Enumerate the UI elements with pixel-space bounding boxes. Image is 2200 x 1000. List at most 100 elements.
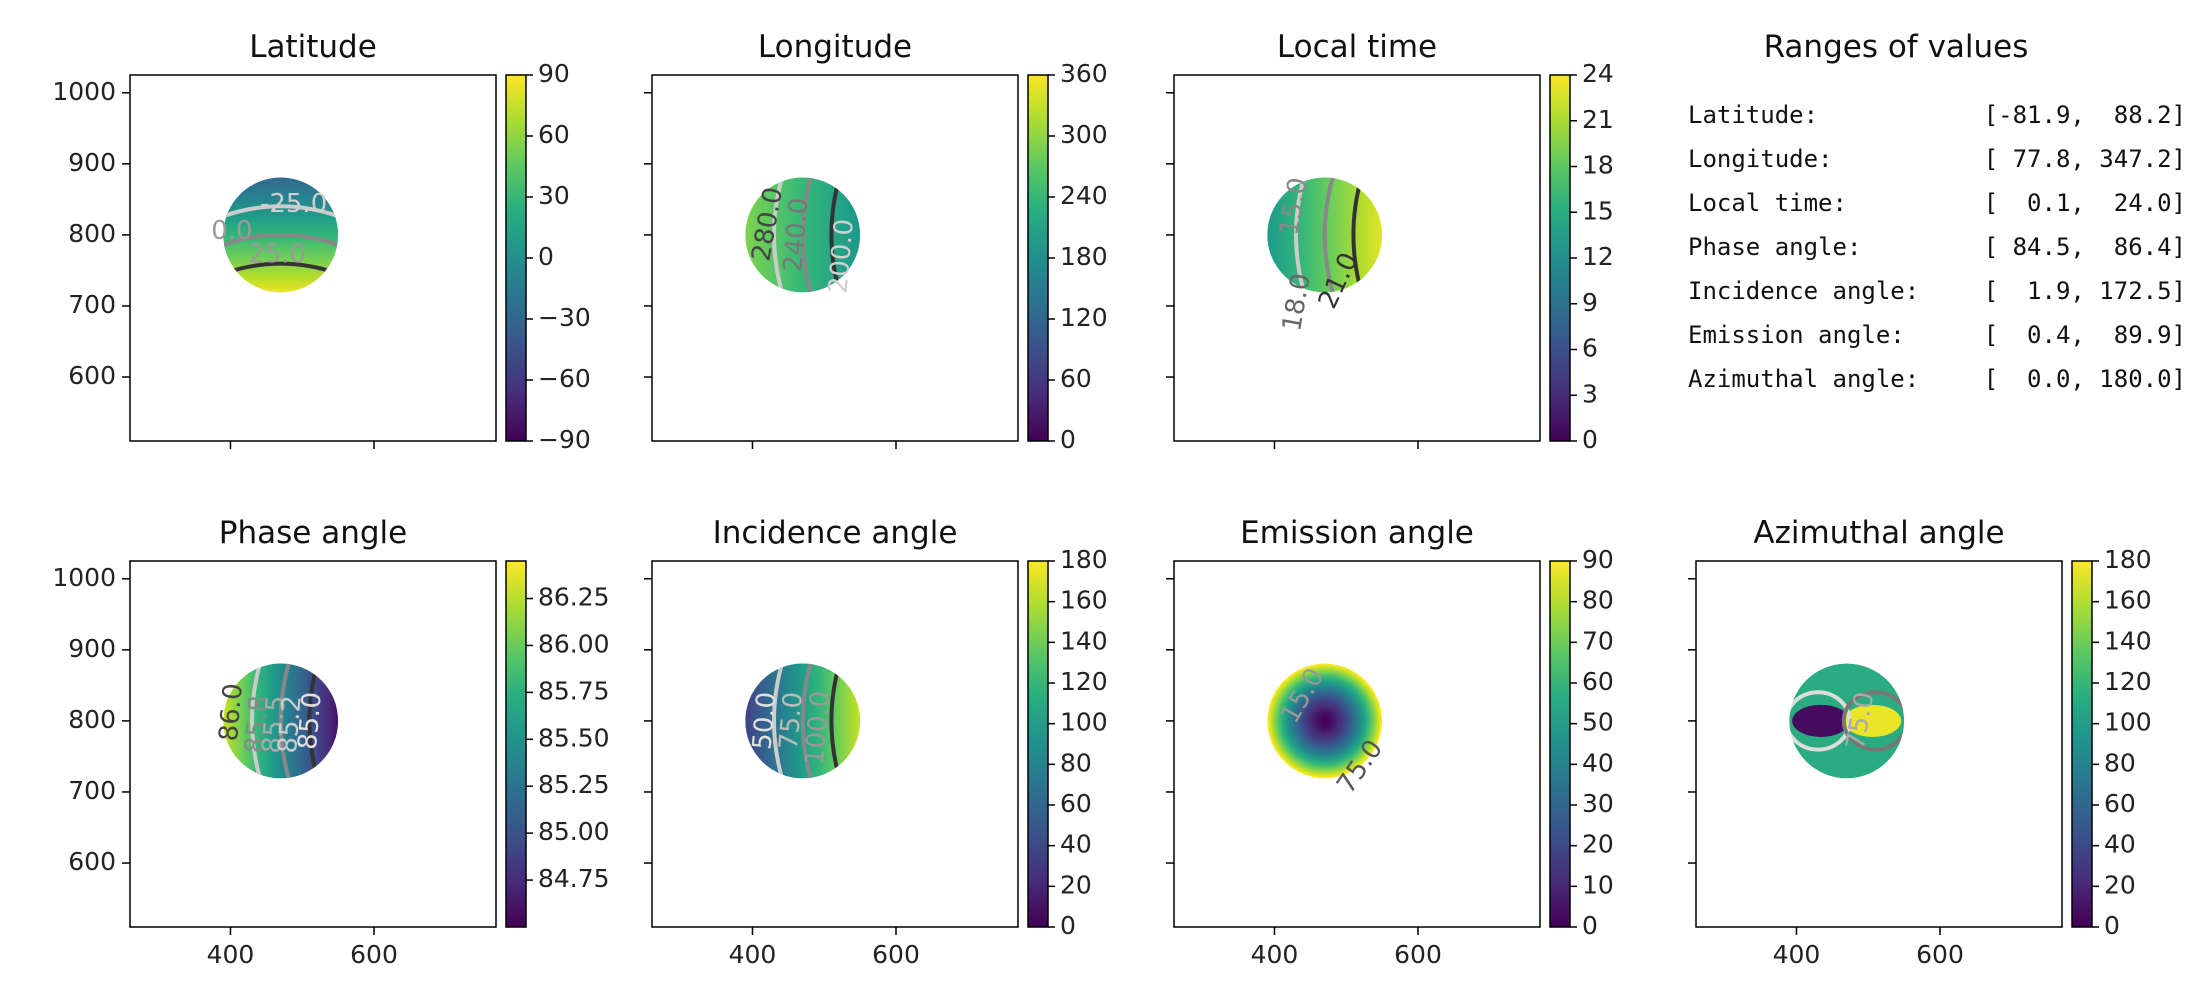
colorbar-tick-label: 40 <box>1582 748 1614 777</box>
y-tick-label: 700 <box>68 290 116 319</box>
range-row-label: Emission angle: <box>1688 321 1905 349</box>
y-tick-label: 900 <box>68 148 116 177</box>
axes-frame <box>1695 560 2063 928</box>
contour-label: 0.0 <box>211 216 252 246</box>
colorbar-incidence-angle <box>1027 560 1049 928</box>
colorbar-tick-label: 180 <box>2104 545 2152 574</box>
colorbar-tick-label: 0 <box>538 242 554 271</box>
colorbar-tick-label: 9 <box>1582 288 1598 317</box>
colorbar-tick-label: 0 <box>2104 911 2120 940</box>
colorbar-tick-label: 12 <box>1582 242 1614 271</box>
x-tick-label: 400 <box>1251 940 1299 969</box>
panel-title-latitude: Latitude <box>249 29 377 65</box>
panel-title-phase-angle: Phase angle <box>219 515 407 551</box>
colorbar-tick-label: 85.00 <box>538 817 610 846</box>
panel-latitude: Latitude-25.00.025.060070080090010009060… <box>52 29 590 454</box>
colorbar-tick-label: 70 <box>1582 626 1614 655</box>
panel-title-longitude: Longitude <box>758 29 912 65</box>
panel-title-incidence-angle: Incidence angle <box>713 515 958 551</box>
colorbar-tick-label: 30 <box>538 181 570 210</box>
colorbar-tick-label: 50 <box>1582 708 1614 737</box>
panel-ranges-of-values: Ranges of values Latitude: [-81.9, 88.2] Lo… <box>1688 29 2186 393</box>
contour-label: 75.0 <box>774 691 809 751</box>
disk-heatmap-phase-angle <box>223 663 339 779</box>
range-row-label: Phase angle: <box>1688 233 1861 261</box>
colorbar-tick-label: 120 <box>1060 667 1108 696</box>
y-tick-label: 800 <box>68 219 116 248</box>
colorbar-tick-label: 80 <box>2104 748 2136 777</box>
colorbar-tick-label: 3 <box>1582 379 1598 408</box>
x-tick-label: 400 <box>207 940 255 969</box>
contour-label: 25.0 <box>248 239 306 269</box>
colorbar-tick-label: 100 <box>1060 708 1108 737</box>
colorbar-tick-label: 60 <box>1060 364 1092 393</box>
contour-label: 18.0 <box>1277 271 1317 333</box>
disk-heatmap-emission-angle <box>1267 663 1383 779</box>
colorbar-tick-label: 18 <box>1582 151 1614 180</box>
colorbar-tick-label: 20 <box>2104 870 2136 899</box>
range-row-value: [ 77.8, 347.2] <box>1984 145 2186 173</box>
contour-label: -25.0 <box>260 189 327 219</box>
colorbar-latitude <box>505 74 527 442</box>
colorbar-tick-label: 30 <box>1582 789 1614 818</box>
disk-heatmap-incidence-angle <box>745 663 861 779</box>
range-row-label: Azimuthal angle: <box>1688 365 1919 393</box>
disk-heatmap-latitude <box>223 177 339 293</box>
x-tick-label: 600 <box>1394 940 1442 969</box>
colorbar-tick-label: 40 <box>2104 830 2136 859</box>
contour-label: 100.0 <box>800 690 836 767</box>
colorbar-tick-label: 85.50 <box>538 723 610 752</box>
range-row-value: [ 0.4, 89.9] <box>1984 321 2186 349</box>
contour-label: 86.0 <box>214 682 249 742</box>
axes-frame <box>1173 560 1541 928</box>
contour-label: 85.2 <box>273 694 308 754</box>
range-row-label: Local time: <box>1688 189 1847 217</box>
colorbar-tick-label: 160 <box>1060 586 1108 615</box>
colorbar-tick-label: 85.75 <box>538 676 610 705</box>
contour-label: 85.5 <box>257 694 292 754</box>
colorbar-tick-label: −30 <box>538 303 591 332</box>
colorbar-tick-label: 60 <box>1582 667 1614 696</box>
y-tick-label: 800 <box>68 705 116 734</box>
colorbar-tick-label: 90 <box>538 59 570 88</box>
colorbar-tick-label: 6 <box>1582 334 1598 363</box>
y-tick-label: 900 <box>68 634 116 663</box>
range-row-label: Longitude: <box>1688 145 1833 173</box>
colorbar-tick-label: 140 <box>1060 626 1108 655</box>
colorbar-tick-label: 0 <box>1582 425 1598 454</box>
colorbar-tick-label: 40 <box>1060 830 1092 859</box>
colorbar-tick-label: −90 <box>538 425 591 454</box>
colorbar-local-time <box>1549 74 1571 442</box>
colorbar-tick-label: 300 <box>1060 120 1108 149</box>
contour-label: 50.0 <box>747 691 782 751</box>
axes-frame <box>651 74 1019 442</box>
colorbar-azimuthal-angle <box>2071 560 2093 928</box>
contour-label: 85.0 <box>293 691 328 751</box>
x-tick-label: 600 <box>1916 940 1964 969</box>
x-tick-label: 600 <box>350 940 398 969</box>
colorbar-tick-label: 90 <box>1582 545 1614 574</box>
colorbar-tick-label: 140 <box>2104 626 2152 655</box>
axes-frame <box>129 74 497 442</box>
colorbar-tick-label: 24 <box>1582 59 1614 88</box>
disk-heatmap-azimuthal-angle <box>1789 663 1905 779</box>
colorbar-tick-label: 160 <box>2104 586 2152 615</box>
colorbar-tick-label: 85.25 <box>538 770 610 799</box>
y-tick-label: 600 <box>68 361 116 390</box>
colorbar-tick-label: −60 <box>538 364 591 393</box>
panel-phase-angle: Phase angle 86.085.885.585.285.0 400 600 600… <box>52 515 609 969</box>
range-row-value: [-81.9, 88.2] <box>1984 101 2186 129</box>
contour-label: 85.8 <box>240 694 275 754</box>
colorbar-tick-label: 86.00 <box>538 629 610 658</box>
x-tick-label: 400 <box>729 940 777 969</box>
colorbar-tick-label: 120 <box>2104 667 2152 696</box>
contour-label: 200.0 <box>823 218 859 295</box>
x-tick-label: 600 <box>872 940 920 969</box>
colorbar-tick-label: 20 <box>1582 830 1614 859</box>
colorbar-tick-label: 84.75 <box>538 864 610 893</box>
range-row-value: [ 0.1, 24.0] <box>1984 189 2186 217</box>
